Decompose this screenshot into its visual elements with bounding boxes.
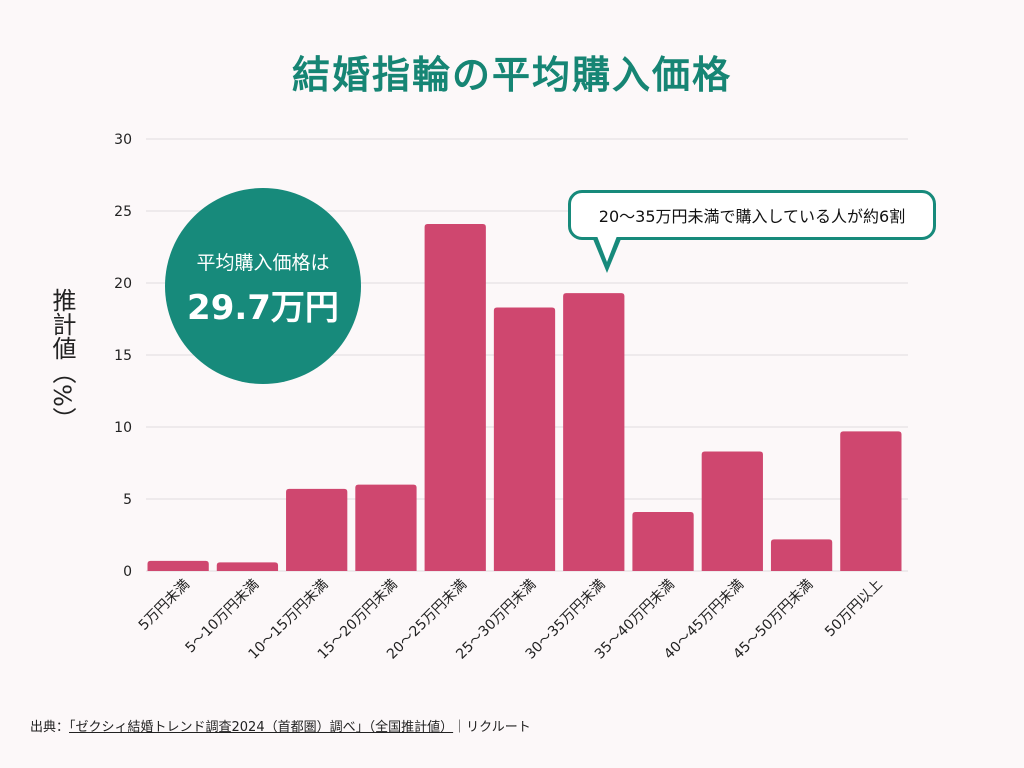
- source-prefix: 出典：: [30, 720, 70, 735]
- callout-tail-fill: [597, 236, 617, 262]
- x-tick-label: 5万円未満: [136, 577, 193, 634]
- y-tick-label: 10: [114, 420, 132, 436]
- source-suffix: ｜リクルート: [453, 720, 531, 735]
- bar: [701, 451, 763, 571]
- source-link[interactable]: 「ゼクシィ結婚トレンド調査2024（首都圏）調べ」（全国推計値）: [69, 720, 454, 735]
- bar: [424, 223, 486, 571]
- y-tick-label: 0: [123, 564, 132, 580]
- y-axis-label: 推計値（%）: [48, 288, 76, 431]
- bar: [770, 539, 833, 571]
- bar: [840, 431, 902, 571]
- y-tick-label: 5: [123, 492, 132, 508]
- bar: [632, 511, 694, 571]
- x-tick-label: 5～10万円未満: [183, 577, 263, 657]
- bubble-caption: 平均購入価格は: [196, 252, 330, 274]
- y-tick-label: 15: [114, 348, 132, 364]
- bar: [147, 560, 209, 571]
- callout-text: 20〜35万円未満で購入している人が約6割: [598, 207, 906, 226]
- bar: [355, 484, 417, 571]
- bar: [563, 293, 625, 571]
- bar: [493, 307, 556, 571]
- y-tick-label: 20: [114, 276, 132, 292]
- average-price-bubble: 平均購入価格は 29.7万円: [165, 188, 361, 384]
- bubble-value: 29.7万円: [187, 288, 339, 328]
- bar: [286, 488, 348, 571]
- chart-title: 結婚指輪の平均購入価格: [291, 53, 732, 97]
- y-tick-label: 25: [114, 204, 132, 220]
- bar: [216, 562, 279, 571]
- x-tick-label: 50万円以上: [822, 577, 886, 641]
- callout-box: 20〜35万円未満で購入している人が約6割: [568, 190, 936, 240]
- source-note: 出典：「ゼクシィ結婚トレンド調査2024（首都圏）調べ」（全国推計値）｜リクルー…: [30, 716, 531, 735]
- y-tick-label: 30: [114, 132, 132, 148]
